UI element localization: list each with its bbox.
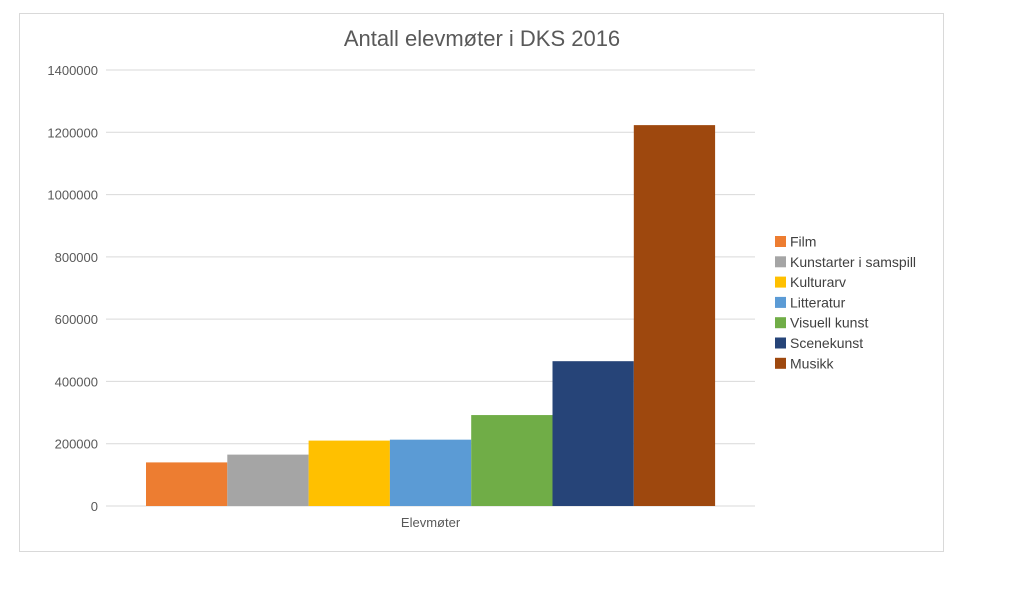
legend-label: Film [790, 234, 816, 250]
legend: Film Kunstarter i samspill Kulturarv Litter… [775, 234, 916, 371]
y-axis-ticks: 0 200000 400000 600000 800000 1000000 1200000 1… [47, 63, 98, 514]
legend-swatch [775, 296, 786, 308]
legend-label: Visuell kunst [790, 315, 868, 331]
bars [146, 125, 716, 506]
legend-swatch [775, 256, 786, 268]
legend-label: Litteratur [790, 294, 846, 310]
legend-swatch [775, 357, 786, 369]
y-tick-label: 1400000 [47, 63, 98, 78]
y-tick-label: 800000 [55, 250, 98, 265]
bar-kunstarter-i-samspill [227, 454, 309, 506]
bar-visuell-kunst [471, 415, 553, 506]
legend-swatch [775, 276, 786, 288]
legend-label: Musikk [790, 355, 835, 371]
legend-swatch [775, 317, 786, 329]
y-tick-label: 1200000 [47, 125, 98, 140]
chart-title: Antall elevmøter i DKS 2016 [344, 26, 620, 51]
bar-litteratur [389, 439, 472, 506]
bar-musikk [633, 125, 716, 506]
legend-label: Kunstarter i samspill [790, 254, 916, 270]
bar-kulturarv [308, 440, 390, 506]
legend-label: Scenekunst [790, 335, 863, 351]
y-tick-label: 200000 [55, 437, 98, 452]
legend-swatch [775, 337, 786, 349]
y-tick-label: 0 [91, 499, 98, 514]
y-tick-label: 1000000 [47, 188, 98, 203]
bar-scenekunst [552, 361, 634, 506]
y-tick-label: 400000 [55, 374, 98, 389]
x-axis-categories: Elevmøter [401, 515, 461, 530]
bar-film [146, 462, 228, 506]
legend-swatch [775, 236, 786, 247]
y-tick-label: 600000 [55, 312, 98, 327]
category-label: Elevmøter [401, 515, 461, 530]
legend-label: Kulturarv [790, 274, 846, 290]
